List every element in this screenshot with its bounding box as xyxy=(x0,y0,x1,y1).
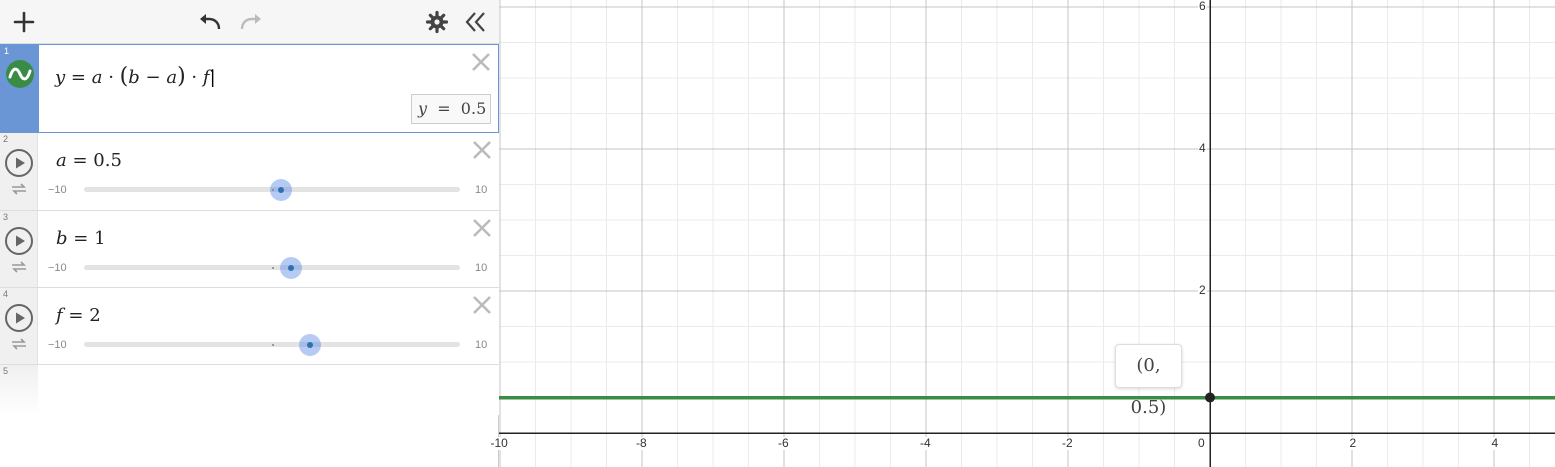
slider-value: 1 xyxy=(94,228,106,249)
x-tick-label: 0 xyxy=(1197,436,1206,450)
undo-icon[interactable] xyxy=(197,8,225,36)
graph-wave-icon[interactable] xyxy=(5,59,35,89)
slider-max[interactable]: 10 xyxy=(475,184,488,196)
evaluation-result: y = 0.5 xyxy=(411,94,491,124)
intercept-point[interactable] xyxy=(1205,392,1215,403)
x-tick-label: -8 xyxy=(635,436,648,450)
y-tick-label: 2 xyxy=(1198,283,1207,297)
math-token: y xyxy=(55,67,66,88)
expression-panel: 1 y = a · (b − a) · f| y = 0.5 2 a = 0.5… xyxy=(0,0,499,467)
slider-value: 2 xyxy=(89,305,101,326)
slider-max[interactable]: 10 xyxy=(475,339,488,351)
expression-index: 1 xyxy=(4,46,10,56)
math-token: b xyxy=(128,67,140,88)
panel-toolbar xyxy=(0,0,499,44)
x-tick-label: -10 xyxy=(489,436,509,450)
add-icon[interactable] xyxy=(10,8,38,36)
expression-gutter: 3 xyxy=(0,211,38,287)
slider-eq: = xyxy=(72,150,88,171)
slider-var: a xyxy=(56,150,67,171)
slider-eq: = xyxy=(73,228,89,249)
math-token: − xyxy=(145,67,161,88)
expression-gutter: 4 xyxy=(0,288,38,364)
result-eq: = xyxy=(437,99,451,118)
expression-gutter[interactable]: 1 xyxy=(1,45,39,132)
expression-row[interactable]: 1 y = a · (b − a) · f| y = 0.5 xyxy=(0,44,499,133)
expression-gutter: 5 xyxy=(0,365,38,415)
slider-expression[interactable]: b = 1 xyxy=(56,228,106,249)
slider-expression[interactable]: a = 0.5 xyxy=(56,150,122,171)
slider-eq: = xyxy=(68,305,84,326)
slider-var: f xyxy=(56,305,63,326)
loop-icon[interactable] xyxy=(10,260,28,274)
close-icon[interactable] xyxy=(471,139,493,161)
slider-expression[interactable]: f = 2 xyxy=(56,305,101,326)
gear-icon[interactable] xyxy=(423,8,451,36)
math-token: · xyxy=(108,67,114,88)
close-icon[interactable] xyxy=(470,51,492,73)
slider-zero-tick xyxy=(272,344,274,346)
math-token: ) xyxy=(177,64,186,89)
math-token: a xyxy=(91,67,103,88)
loop-icon[interactable] xyxy=(10,182,28,196)
play-icon[interactable] xyxy=(4,303,34,333)
math-token: = xyxy=(70,67,86,88)
x-tick-label: -2 xyxy=(1061,436,1074,450)
expression-input[interactable]: y = a · (b − a) · f| xyxy=(55,64,216,89)
result-var: y xyxy=(418,99,428,118)
expression-index: 2 xyxy=(3,134,9,144)
loop-icon[interactable] xyxy=(10,337,28,351)
redo-icon[interactable] xyxy=(236,8,264,36)
slider-expression-row[interactable]: 2 a = 0.5 −10 10 xyxy=(0,133,499,211)
math-token: f xyxy=(202,67,210,88)
x-tick-label: 4 xyxy=(1490,436,1500,450)
expression-index: 5 xyxy=(3,366,9,376)
close-icon[interactable] xyxy=(471,217,493,239)
slider-thumb-dot xyxy=(306,342,313,348)
play-icon[interactable] xyxy=(4,226,34,256)
slider-thumb-dot xyxy=(278,187,285,193)
y-tick-label: 4 xyxy=(1198,141,1207,155)
slider-expression-row[interactable]: 3 b = 1 −10 10 xyxy=(0,211,499,288)
expression-gutter: 2 xyxy=(0,133,38,210)
slider-var: b xyxy=(56,228,68,249)
math-token: · xyxy=(191,67,198,88)
close-icon[interactable] xyxy=(471,294,493,316)
play-icon[interactable] xyxy=(4,148,34,178)
expression-index: 4 xyxy=(3,289,9,299)
slider-value: 0.5 xyxy=(93,150,122,171)
slider-min[interactable]: −10 xyxy=(48,184,67,196)
x-tick-label: -6 xyxy=(777,436,790,450)
expression-index: 3 xyxy=(3,212,9,222)
slider-thumb-dot xyxy=(287,265,294,271)
math-token: a xyxy=(166,67,178,88)
double-chevron-left-icon[interactable] xyxy=(462,8,490,36)
slider-max[interactable]: 10 xyxy=(475,262,488,274)
slider-min[interactable]: −10 xyxy=(48,262,67,274)
graph-grid xyxy=(428,0,1555,467)
y-tick-label: 6 xyxy=(1198,0,1207,13)
math-token: ( xyxy=(119,64,129,89)
x-tick-label: 2 xyxy=(1348,436,1358,450)
slider-zero-tick xyxy=(272,189,274,191)
slider-zero-tick xyxy=(272,267,274,269)
text-cursor: | xyxy=(209,67,216,88)
graph-canvas[interactable]: -10 -8 -6 -4 -2 0 2 4 6 4 2 (0, 0.5) xyxy=(428,0,1555,467)
result-value: 0.5 xyxy=(460,99,487,118)
slider-min[interactable]: −10 xyxy=(48,339,67,351)
point-coordinate-label: (0, 0.5) xyxy=(1115,344,1182,418)
empty-expression-row[interactable]: 5 xyxy=(0,365,499,415)
x-tick-label: -4 xyxy=(919,436,932,450)
slider-expression-row[interactable]: 4 f = 2 −10 10 xyxy=(0,288,499,365)
